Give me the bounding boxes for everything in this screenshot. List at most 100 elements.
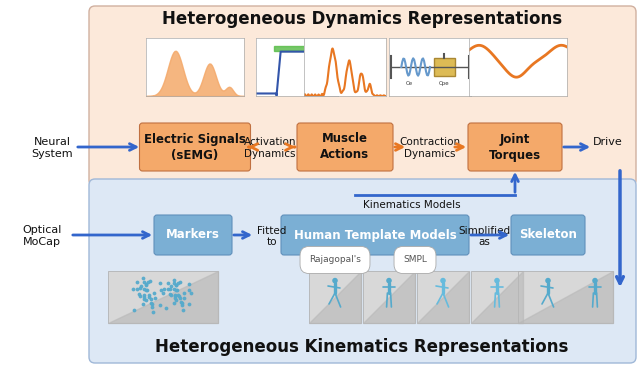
Text: Kinematics Models: Kinematics Models — [363, 200, 461, 210]
Point — [138, 279, 148, 285]
Polygon shape — [518, 271, 612, 323]
Point — [179, 290, 189, 296]
FancyBboxPatch shape — [468, 123, 562, 171]
Point — [186, 290, 196, 296]
Point — [164, 291, 175, 297]
Bar — [274, 46, 316, 51]
Point — [127, 286, 138, 292]
Text: Joint
Torques: Joint Torques — [489, 132, 541, 161]
Polygon shape — [417, 271, 469, 323]
Text: Rajagopal's: Rajagopal's — [309, 255, 361, 265]
FancyBboxPatch shape — [154, 215, 232, 255]
Point — [138, 286, 148, 292]
Polygon shape — [363, 271, 415, 323]
Point — [184, 301, 194, 307]
FancyBboxPatch shape — [89, 6, 636, 186]
Point — [173, 280, 183, 286]
FancyBboxPatch shape — [140, 123, 250, 171]
Point — [141, 297, 151, 303]
Point — [146, 300, 156, 306]
Point — [179, 295, 189, 301]
Point — [184, 281, 194, 287]
Point — [138, 276, 148, 281]
Text: Contraction: Contraction — [399, 137, 461, 147]
Text: Simplified: Simplified — [458, 226, 510, 236]
Point — [175, 280, 185, 285]
Point — [155, 302, 165, 308]
Point — [139, 292, 149, 298]
Point — [173, 292, 184, 298]
Point — [141, 282, 151, 288]
Point — [148, 309, 158, 315]
FancyBboxPatch shape — [108, 271, 218, 323]
Point — [170, 296, 180, 301]
Circle shape — [386, 278, 392, 283]
Text: Muscle
Actions: Muscle Actions — [321, 132, 369, 161]
Point — [170, 293, 180, 299]
Point — [150, 296, 160, 301]
Polygon shape — [108, 271, 218, 323]
Point — [155, 280, 165, 285]
Point — [134, 291, 144, 297]
FancyBboxPatch shape — [471, 271, 523, 323]
Point — [166, 292, 176, 298]
Text: SMPL: SMPL — [403, 255, 427, 265]
Point — [157, 290, 168, 296]
Point — [147, 304, 157, 310]
FancyBboxPatch shape — [518, 271, 612, 323]
Point — [143, 292, 154, 298]
Circle shape — [332, 278, 338, 283]
FancyBboxPatch shape — [417, 271, 469, 323]
Text: Dynamics: Dynamics — [244, 149, 296, 159]
Text: Optical: Optical — [22, 225, 61, 235]
Point — [173, 293, 184, 299]
FancyBboxPatch shape — [511, 215, 585, 255]
Point — [168, 277, 179, 283]
Text: to: to — [267, 237, 277, 247]
Point — [171, 287, 181, 293]
Point — [134, 285, 145, 291]
Point — [143, 279, 153, 285]
Point — [159, 286, 170, 292]
Point — [132, 279, 142, 285]
Point — [129, 307, 140, 312]
Circle shape — [494, 278, 500, 283]
Point — [171, 283, 181, 288]
Point — [163, 280, 173, 286]
Point — [139, 296, 149, 302]
Point — [141, 281, 151, 287]
Text: Dynamics: Dynamics — [404, 149, 456, 159]
Point — [168, 300, 179, 306]
Text: MoCap: MoCap — [23, 237, 61, 247]
Point — [177, 307, 188, 312]
Point — [135, 293, 145, 299]
Text: Markers: Markers — [166, 228, 220, 242]
Point — [172, 297, 182, 303]
Text: System: System — [31, 149, 73, 159]
Point — [177, 300, 187, 306]
Point — [147, 301, 157, 307]
Point — [139, 294, 149, 300]
Point — [136, 283, 146, 289]
Point — [172, 287, 182, 293]
FancyBboxPatch shape — [281, 215, 469, 255]
Text: Ce: Ce — [406, 81, 413, 86]
Circle shape — [440, 278, 446, 283]
Point — [161, 305, 171, 311]
Text: Skeleton: Skeleton — [519, 228, 577, 242]
FancyBboxPatch shape — [363, 271, 415, 323]
Text: as: as — [478, 237, 490, 247]
Point — [144, 294, 154, 300]
Text: Cpe: Cpe — [439, 81, 450, 86]
Point — [149, 290, 159, 296]
Point — [138, 301, 148, 307]
Point — [145, 296, 156, 302]
Bar — [434, 58, 454, 76]
Point — [171, 282, 181, 288]
Point — [165, 286, 175, 292]
Text: Fitted: Fitted — [257, 226, 287, 236]
Point — [131, 286, 141, 292]
Point — [184, 288, 195, 293]
Point — [163, 286, 173, 292]
Point — [156, 287, 166, 293]
